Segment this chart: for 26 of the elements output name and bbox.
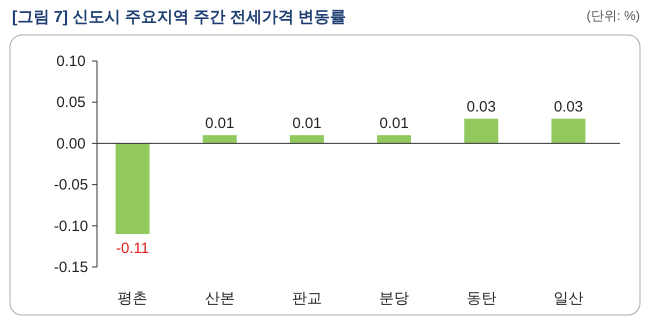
y-tick-label: -0.15 (54, 259, 88, 276)
bar (202, 135, 237, 144)
text: (단위: %) (586, 8, 640, 23)
y-tick-label: 0.05 (56, 94, 86, 112)
bar (551, 118, 586, 144)
data-label: 0.03 (554, 98, 584, 116)
x-tick-label: 분당 (379, 290, 410, 307)
x-tick-label: 평촌 (118, 290, 148, 307)
y-tick-label: 0.10 (56, 53, 86, 70)
y-tick-label: -0.10 (54, 218, 88, 235)
chart-title: [그림 7] 신도시 주요지역 주간 전세가격 변동률 (12, 9, 346, 26)
x-tick-label: 일산 (553, 290, 584, 307)
x-tick-label: 산본 (204, 290, 235, 307)
data-label: 0.03 (466, 98, 496, 116)
x-tick-label: 판교 (292, 290, 322, 307)
data-label: 0.01 (379, 115, 409, 132)
bar (290, 135, 324, 144)
y-tick-label: -0.05 (54, 176, 88, 194)
bar (464, 118, 498, 144)
x-tick-label: 동탄 (466, 290, 496, 307)
data-label: 0.01 (292, 115, 322, 132)
y-tick-label: 0.00 (56, 135, 86, 152)
data-label: -0.11 (116, 240, 150, 258)
bar (377, 135, 412, 144)
data-label: 0.01 (205, 115, 234, 132)
bar (116, 143, 150, 234)
